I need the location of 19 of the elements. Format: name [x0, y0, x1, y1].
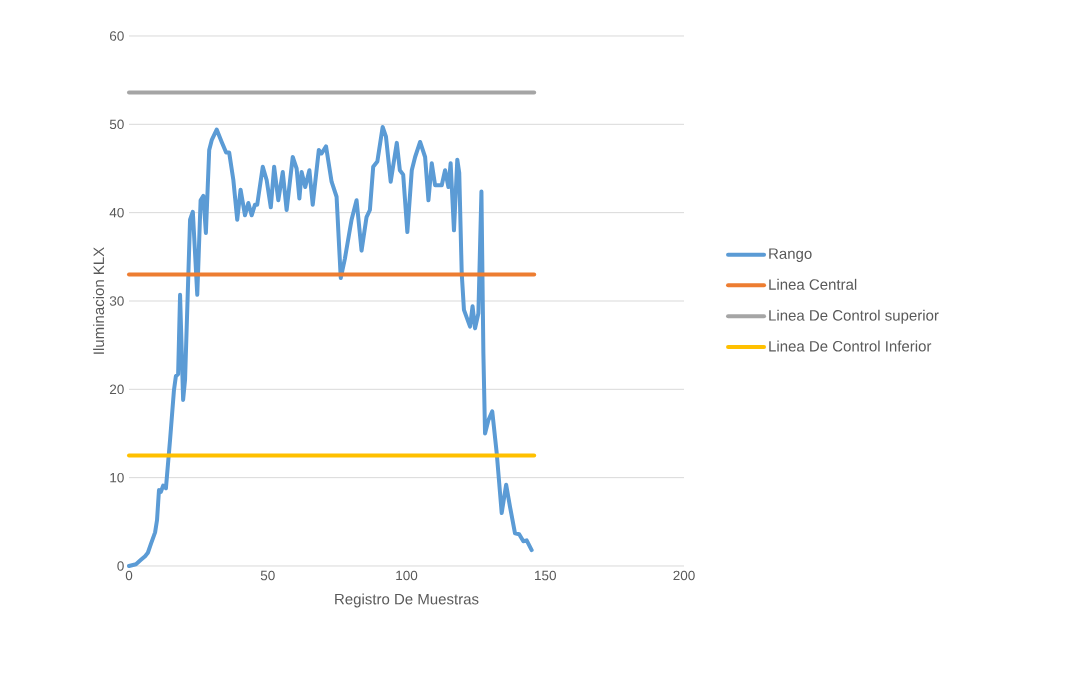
legend-label: Rango — [769, 248, 812, 262]
y-tick-label: 10 — [110, 472, 124, 483]
y-tick-label: 40 — [109, 207, 124, 218]
x-tick-label: 50 — [260, 570, 275, 581]
y-tick-label: 30 — [109, 296, 124, 306]
legend-label: Linea De Control superior — [769, 309, 939, 324]
x-tick-label: 200 — [673, 570, 695, 581]
y-axis-title: Iluminacion KLX — [93, 247, 105, 354]
y-tick-label: 50 — [109, 119, 124, 130]
legend-label: Linea De Control Inferior — [769, 340, 932, 352]
y-tick-label: 20 — [109, 384, 124, 395]
x-tick-label: 100 — [396, 570, 418, 581]
y-tick-label: 60 — [109, 31, 124, 41]
line-series — [127, 124, 534, 568]
x-axis-title: Registro De Muestras — [335, 593, 479, 608]
x-tick-label: 150 — [535, 570, 556, 581]
legend-label: Linea Central — [769, 278, 857, 290]
x-tick-label: 0 — [125, 570, 133, 581]
y-tick-label: 0 — [117, 561, 124, 571]
